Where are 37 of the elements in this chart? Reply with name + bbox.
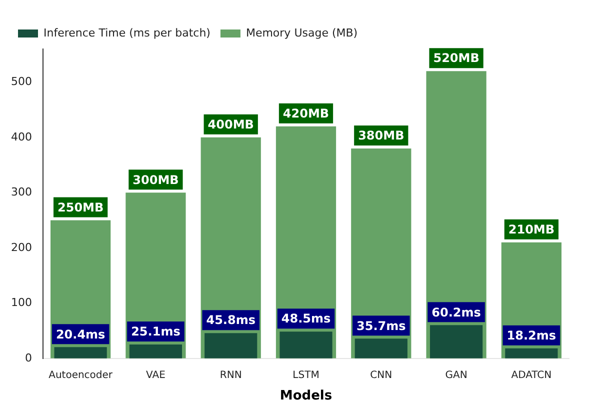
x-tick-label: CNN [370, 370, 392, 381]
y-tick-label: 300 [10, 186, 32, 199]
data-label: 380MB [358, 128, 404, 143]
y-tick-label: 500 [10, 75, 32, 88]
y-tick-label: 400 [10, 130, 32, 144]
x-tick-label: Autoencoder [48, 370, 114, 381]
data-label: 45.8ms [206, 313, 256, 328]
data-label: 300MB [132, 172, 179, 187]
legend-label: Inference Time (ms per batch) [44, 26, 210, 40]
bar [505, 348, 558, 358]
data-label: 35.7ms [356, 318, 406, 333]
data-label: 210MB [508, 222, 554, 236]
x-tick-label: ADATCN [511, 370, 552, 381]
x-tick-label: GAN [445, 370, 468, 381]
y-tick-label: 100 [10, 296, 32, 310]
x-tick-label: LSTM [292, 370, 320, 381]
data-label: 520MB [433, 51, 480, 66]
data-label: 420MB [282, 106, 330, 120]
data-label: 400MB [208, 118, 254, 132]
bar [354, 338, 408, 358]
data-label: 48.5ms [281, 312, 331, 326]
bar [54, 347, 107, 358]
data-label: 20.4ms [56, 327, 106, 342]
bar [430, 325, 483, 358]
data-label: 25.1ms [131, 324, 180, 339]
data-label: 18.2ms [506, 328, 556, 342]
x-tick-label: RNN [220, 370, 242, 381]
y-tick-label: 200 [10, 240, 32, 254]
x-axis-title: Models [280, 388, 332, 404]
data-label: 60.2ms [432, 305, 481, 320]
y-tick-label: 0 [24, 351, 32, 364]
x-tick-label: VAE [146, 370, 166, 381]
data-label: 250MB [57, 200, 104, 214]
bar [204, 333, 258, 358]
bar [280, 332, 332, 358]
bar [129, 344, 182, 358]
legend-label: Memory Usage (MB) [246, 26, 358, 40]
